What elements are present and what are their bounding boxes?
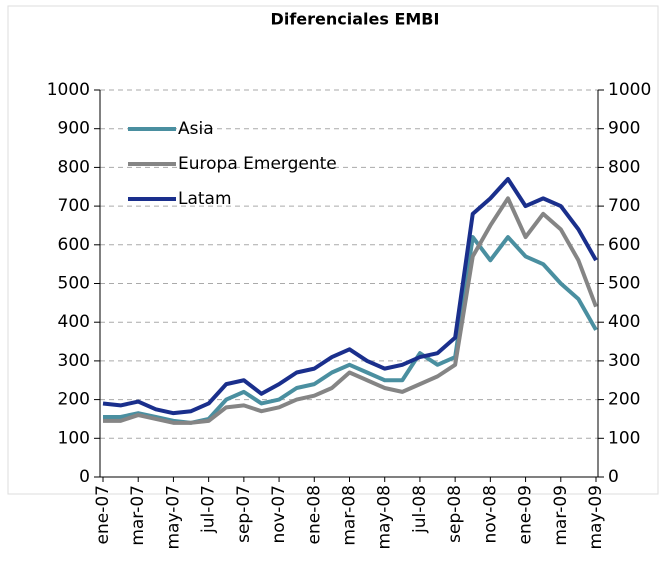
y2-tick-label: 0 (608, 467, 619, 487)
x-tick-label: sep-08 (445, 485, 465, 543)
x-tick-label: jul-07 (199, 485, 219, 534)
y2-tick-label: 600 (608, 235, 640, 255)
x-tick-label: nov-08 (480, 485, 500, 544)
y-tick-label: 0 (79, 467, 90, 487)
y2-tick-label: 900 (608, 119, 640, 139)
y-tick-label: 100 (58, 428, 90, 448)
x-tick-label: sep-07 (234, 485, 254, 543)
y-tick-label: 800 (58, 157, 90, 177)
y-tick-label: 200 (58, 390, 90, 410)
x-tick-label: ene-09 (516, 485, 536, 544)
legend-label: Asia (178, 119, 214, 139)
y-tick-label: 1000 (47, 80, 90, 100)
y2-tick-label: 400 (608, 312, 640, 332)
series-line (102, 177, 598, 416)
x-tick-label: may-09 (586, 485, 606, 550)
y-tick-label: 900 (58, 119, 90, 139)
y-tick-label: 600 (58, 235, 90, 255)
legend-label: Europa Emergente (178, 154, 337, 174)
y-tick-label: 500 (58, 274, 90, 294)
y2-tick-label: 300 (608, 351, 640, 371)
series-line (103, 196, 598, 425)
legend-label: Latam (178, 189, 232, 209)
x-tick-label: mar-09 (551, 485, 571, 546)
chart-title: Diferenciales EMBI (271, 10, 440, 29)
y2-tick-label: 800 (608, 157, 640, 177)
y-tick-label: 700 (58, 196, 90, 216)
x-tick-label: ene-08 (304, 485, 324, 544)
y2-tick-label: 200 (608, 390, 640, 410)
x-tick-label: mar-07 (128, 485, 148, 546)
series-line (103, 235, 598, 425)
x-tick-label: ene-07 (93, 485, 113, 544)
x-tick-label: jul-08 (410, 485, 430, 534)
x-tick-label: nov-07 (269, 485, 289, 544)
y-tick-label: 400 (58, 312, 90, 332)
y-tick-label: 300 (58, 351, 90, 371)
y2-tick-label: 500 (608, 274, 640, 294)
y2-tick-label: 700 (608, 196, 640, 216)
y2-tick-label: 1000 (608, 80, 651, 100)
x-tick-label: may-07 (163, 485, 183, 550)
y2-tick-label: 100 (608, 428, 640, 448)
chart-frame (7, 5, 659, 495)
x-tick-label: may-08 (375, 485, 395, 550)
x-tick-label: mar-08 (340, 485, 360, 546)
